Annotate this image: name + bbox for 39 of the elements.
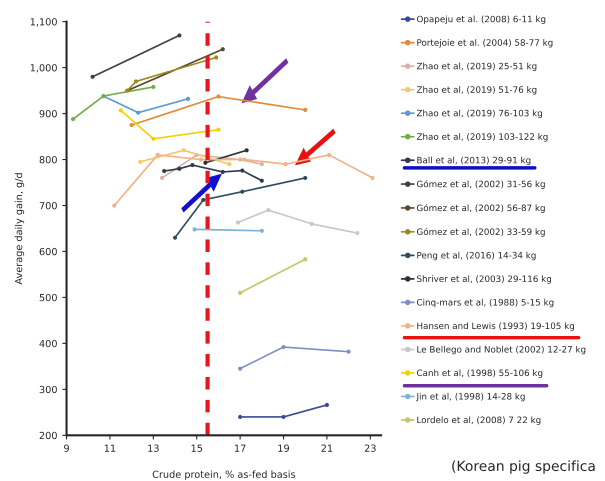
x-tick-label: 21 xyxy=(321,444,332,452)
y-tick-label: 900 xyxy=(40,110,57,118)
x-axis-title: Crude protein, % as-fed basis xyxy=(152,470,296,480)
legend-label: Zhao et al, (2019) 76-103 kg xyxy=(416,110,542,118)
y-tick-label: 700 xyxy=(40,202,57,210)
x-tick-label: 9 xyxy=(64,444,69,452)
legend-label: Gómez et al, (2002) 31-56 kg xyxy=(416,180,545,189)
legend-label: Lordelo et al, (2008) 7 22 kg xyxy=(417,416,540,425)
y-tick-label: 1,000 xyxy=(30,64,57,72)
legend-label: Portejoie et al. (2004) 58-77 kg xyxy=(417,39,552,48)
legend-label: Jin et al, (1998) 14-28 kg xyxy=(416,392,525,402)
legend-label: Zhao et al, (2019) 103-122 kg xyxy=(416,133,548,142)
legend-label: Shriver et al, (2003) 29-116 kg xyxy=(417,275,551,284)
y-tick-label: 300 xyxy=(40,386,57,394)
legend-label: Zhao et al, (2019) 25-51 kg xyxy=(416,62,536,72)
legend-label: Gómez et al, (2002) 56-87 kg xyxy=(416,204,545,213)
y-tick-label: 1,100 xyxy=(30,18,57,26)
y-tick-label: 500 xyxy=(40,294,57,302)
y-tick-label: 600 xyxy=(40,248,57,256)
legend-label: Peng et al, (2016) 14-34 kg xyxy=(417,252,536,260)
legend-label: Hansen and Lewis (1993) 19-105 kg xyxy=(417,322,574,331)
x-tick-label: 11 xyxy=(104,444,116,452)
y-tick-label: 800 xyxy=(40,156,57,164)
legend-label: Opapeju et al. (2008) 6-11 kg xyxy=(416,16,546,24)
legend-label: Zhao et al, (2019) 51-76 kg xyxy=(416,86,536,95)
y-tick-label: 400 xyxy=(39,340,57,348)
y-axis-title: Average daily gain, g/d xyxy=(14,173,24,284)
legend-label: Canh et al, (1998) 55-106 kg xyxy=(416,369,542,378)
legend-label: Ball et al, (2013) 29-91 kg xyxy=(417,156,530,166)
y-tick-label: 200 xyxy=(40,432,57,440)
x-tick-label: 23 xyxy=(364,444,376,452)
legend-label: Gómez et al, (2002) 33-59 kg xyxy=(416,228,545,237)
x-tick-label: 13 xyxy=(148,444,159,452)
x-tick-label: 19 xyxy=(278,444,290,452)
legend-label: Le Bellego and Noblet (2002) 12-27 kg xyxy=(417,346,586,354)
x-tick-label: 17 xyxy=(235,444,246,452)
x-tick-label: 15 xyxy=(192,444,202,452)
legend-label: Cinq-mars et al, (1988) 5-15 kg xyxy=(416,298,554,308)
text: (Korean pig specifica xyxy=(452,460,595,474)
